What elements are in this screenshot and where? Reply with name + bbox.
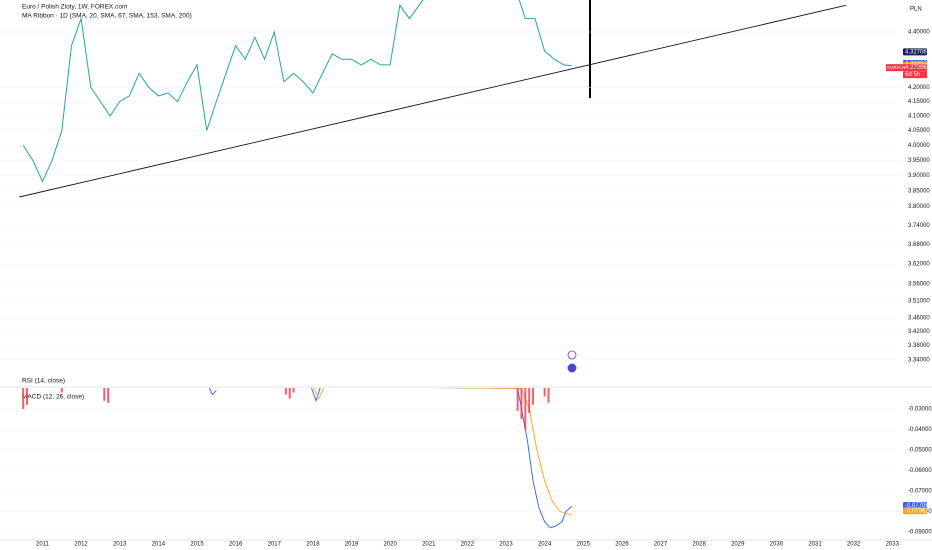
histogram-bar xyxy=(520,388,523,420)
x-tick-label: 2030 xyxy=(770,542,784,548)
x-tick-label: 2023 xyxy=(499,542,513,548)
y-tick-label: 4.40000 xyxy=(908,30,930,36)
y-tick-label: 3.46000 xyxy=(908,315,930,321)
histogram-bar xyxy=(292,388,295,393)
y-tick-label: 3.68000 xyxy=(908,242,930,248)
x-tick-label: 2012 xyxy=(74,542,88,548)
y-tick-label: 3.62000 xyxy=(908,262,930,268)
price-tag-label: 4.32706 xyxy=(905,49,927,55)
histogram-bar xyxy=(288,388,291,399)
y-tick-label: -0.06000 xyxy=(908,468,932,474)
indicator-title: MA Ribbon · 1D (SMA, 20, SMA, 67, SMA, 1… xyxy=(22,13,192,20)
price-tag xyxy=(903,507,927,515)
event-dot[interactable] xyxy=(567,363,577,373)
histogram-bar xyxy=(524,388,527,430)
y-tick-label: -0.04000 xyxy=(908,427,932,433)
y-tick-label: 3.80000 xyxy=(908,204,930,210)
x-tick-label: 2032 xyxy=(847,542,861,548)
x-tick-label: 2016 xyxy=(229,542,243,548)
price-tag xyxy=(903,64,927,72)
y-tick-label: 4.10000 xyxy=(908,114,930,120)
y-tick-label: 4.15000 xyxy=(908,99,930,105)
x-tick-label: 2022 xyxy=(461,542,475,548)
y-tick-label: 3.74000 xyxy=(908,223,930,229)
y-tick-label: -0.09000 xyxy=(908,530,932,536)
histogram-bar xyxy=(532,388,535,405)
y-tick-label: 3.51000 xyxy=(908,298,930,304)
y-tick-label: 3.85000 xyxy=(908,188,930,194)
x-tick-label: 2026 xyxy=(615,542,629,548)
series-group xyxy=(19,0,847,198)
x-tick-label: 2024 xyxy=(538,542,552,548)
countdown-tag xyxy=(903,71,927,79)
series-line xyxy=(208,388,572,529)
countdown: 6d 5h xyxy=(905,72,920,78)
series-line xyxy=(22,0,572,183)
price-tag xyxy=(903,501,927,509)
price-tag-label: -0.07706 xyxy=(905,503,929,509)
histogram-bar xyxy=(107,388,110,403)
histogram-bar xyxy=(516,388,519,411)
x-tick-label: 2014 xyxy=(152,542,166,548)
histogram-bar xyxy=(528,388,531,414)
histogram-bar xyxy=(103,388,106,401)
x-tick-label: 2021 xyxy=(422,542,436,548)
symbol-tag xyxy=(886,64,903,72)
currency: PLN xyxy=(910,7,922,13)
x-tick-label: 2013 xyxy=(113,542,127,548)
x-tick-label: 2018 xyxy=(306,542,320,548)
y-tick-label: 3.90000 xyxy=(908,173,930,179)
histogram-bar xyxy=(284,388,287,395)
series-line xyxy=(313,388,572,516)
x-tick-label: 2015 xyxy=(190,542,204,548)
event-flag[interactable] xyxy=(567,350,577,360)
y-tick-label: 3.42000 xyxy=(908,329,930,335)
y-tick-label: -0.03000 xyxy=(908,407,932,413)
histogram-bar xyxy=(26,388,29,405)
series-line xyxy=(19,4,847,198)
chart-title: Euro / Polish Zloty, 1W, FOREX.com xyxy=(22,4,127,11)
x-tick-label: 2019 xyxy=(345,542,359,548)
y-tick-label: 3.56000 xyxy=(908,282,930,288)
histogram-bar xyxy=(60,388,63,393)
price-tag xyxy=(903,48,927,56)
histogram-bar xyxy=(543,388,546,397)
y-tick-label: 4.05000 xyxy=(908,128,930,134)
rsi-title: RSI (14, close) xyxy=(22,378,65,385)
histogram-bar xyxy=(547,388,550,403)
x-tick-label: 2028 xyxy=(692,542,706,548)
y-tick-label: -0.05000 xyxy=(908,448,932,454)
x-tick-label: 2031 xyxy=(808,542,822,548)
x-tick-label: 2017 xyxy=(268,542,282,548)
x-tick-label: 2027 xyxy=(654,542,668,548)
macd-title: MACD (12, 26, close) xyxy=(22,394,84,401)
y-tick-label: 4.00000 xyxy=(908,143,930,149)
x-tick-label: 2025 xyxy=(577,542,591,548)
price-tag-label: 4.27006 xyxy=(905,65,927,71)
x-tick-label: 2029 xyxy=(731,542,745,548)
y-tick-label: 3.38000 xyxy=(908,343,930,349)
x-tick-label: 2020 xyxy=(383,542,397,548)
price-tag-label: -0.07962 xyxy=(905,508,929,514)
symbol-label: EURPLN xyxy=(887,65,905,70)
y-tick-label: -0.07000 xyxy=(908,489,932,495)
x-tick-label: 2033 xyxy=(886,542,900,548)
y-tick-label: 3.95000 xyxy=(908,158,930,164)
histogram-bar xyxy=(22,388,25,409)
y-tick-label: 3.34000 xyxy=(908,357,930,363)
y-tick-label: 4.20000 xyxy=(908,85,930,91)
x-tick-label: 2011 xyxy=(36,542,50,548)
series-group xyxy=(22,388,572,529)
